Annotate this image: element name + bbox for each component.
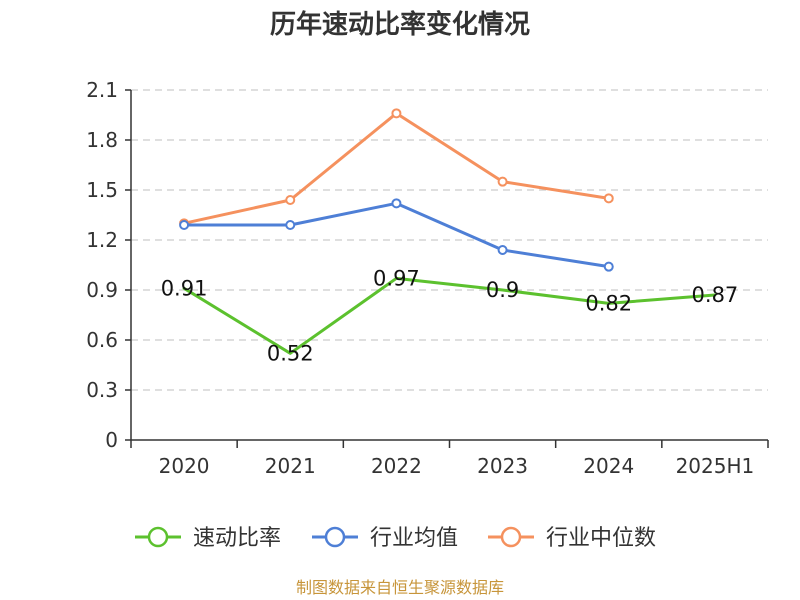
series-point-1 [497, 245, 508, 255]
series-point-2 [603, 193, 614, 204]
y-tick-label: 0.6 [86, 328, 118, 352]
data-labels: 0.91 0.52 0.97 0.9 0.82 0.87 [161, 266, 739, 365]
legend-label: 行业均值 [370, 526, 458, 551]
series-point-1 [285, 220, 296, 230]
data-label: 0.91 [161, 276, 208, 300]
legend-swatch-marker [324, 526, 346, 548]
data-label: 0.82 [585, 291, 632, 315]
chart-title: 历年速动比率变化情况 [270, 9, 530, 40]
data-label: 0.52 [267, 341, 314, 365]
y-tick-label: 1.5 [86, 178, 118, 202]
y-tick-label: 1.8 [86, 128, 118, 152]
y-tick-label: 1.2 [86, 228, 118, 252]
series-point-1 [603, 261, 614, 272]
x-tick-label: 2024 [583, 454, 634, 478]
y-tick-label: 0.3 [86, 378, 118, 402]
series-point-1 [179, 220, 190, 230]
x-tick-label: 2021 [265, 454, 316, 478]
series-point-2 [391, 108, 402, 119]
legend: 速动比率 行业均值 行业中位数 [135, 526, 656, 551]
data-label: 0.87 [692, 283, 739, 307]
grid-lines [131, 89, 768, 391]
data-label: 0.9 [486, 278, 519, 302]
series-line-0 [182, 276, 717, 355]
series-point-2 [285, 195, 296, 205]
axes: 0 0.3 0.6 0.9 1.2 1.5 1.8 2.1 2020 2021 2022 2023 20… [86, 78, 769, 478]
x-tick-label: 2022 [371, 454, 422, 478]
legend-label: 行业中位数 [546, 526, 656, 551]
x-tick-label: 2025H1 [676, 454, 755, 478]
legend-item[interactable]: 行业均值 [312, 526, 458, 551]
legend-item[interactable]: 行业中位数 [488, 526, 656, 551]
x-tick-label: 2023 [477, 454, 528, 478]
series-point-1 [391, 198, 402, 209]
series-point-2 [497, 176, 508, 187]
y-tick-label: 0 [105, 428, 118, 452]
series-group [179, 108, 717, 355]
source-note: 制图数据来自恒生聚源数据库 [296, 578, 504, 597]
legend-label: 速动比率 [193, 526, 281, 551]
y-tick-label: 2.1 [86, 78, 118, 102]
legend-item[interactable]: 速动比率 [135, 526, 281, 551]
x-tick-label: 2020 [159, 454, 210, 478]
series-line-1 [182, 201, 611, 269]
legend-swatch-marker [500, 526, 522, 548]
y-tick-label: 0.9 [86, 278, 118, 302]
data-label: 0.97 [373, 266, 420, 290]
legend-swatch-marker [147, 526, 169, 548]
